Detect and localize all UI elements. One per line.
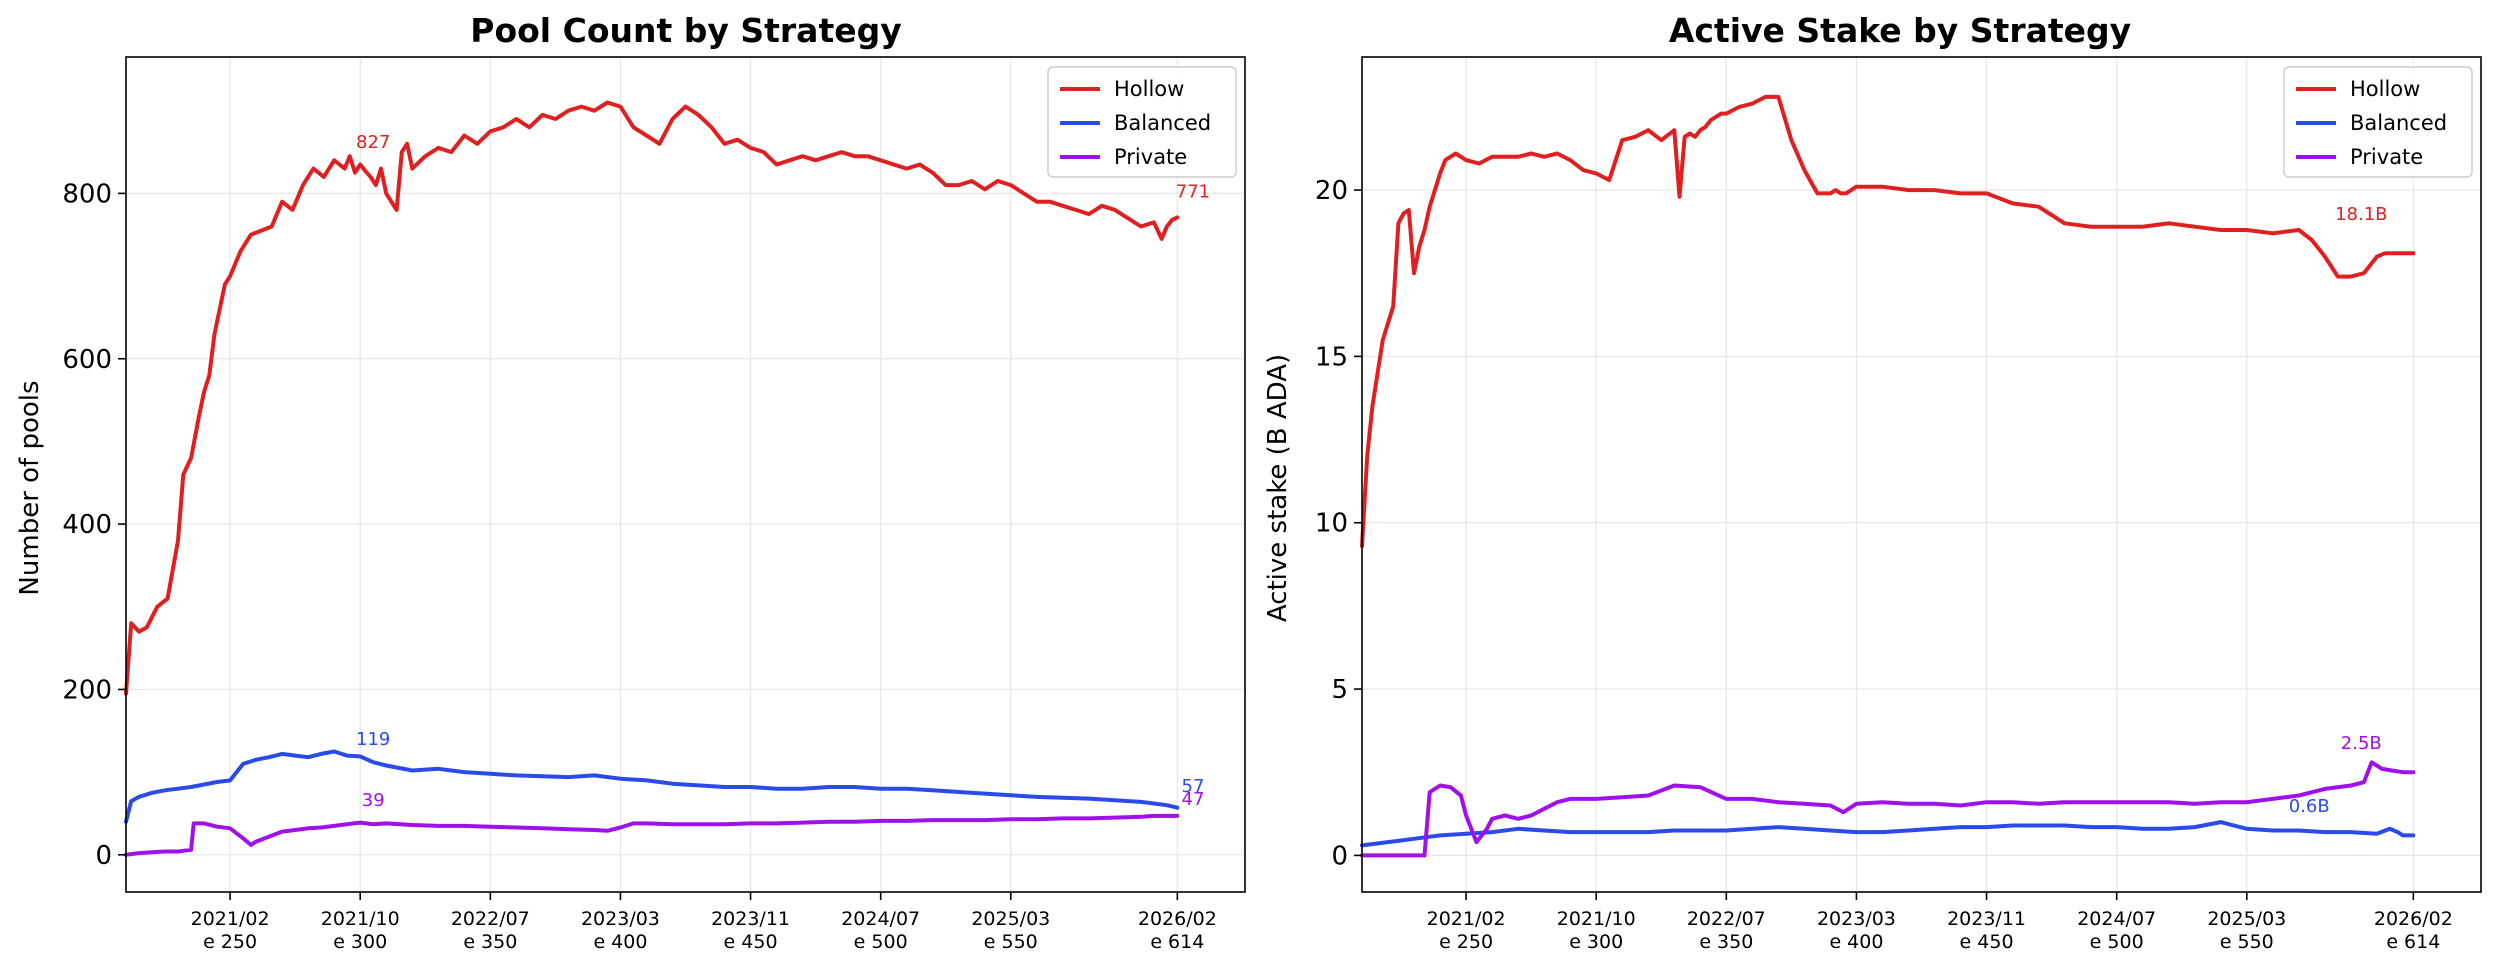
x-tick-epoch-label: e 300: [1569, 931, 1623, 953]
x-tick-epoch-label: e 550: [984, 931, 1038, 953]
data-label-balanced: 119: [356, 729, 390, 750]
legend-label-hollow: Hollow: [1114, 77, 1184, 101]
y-tick-label: 15: [1315, 342, 1348, 372]
y-tick-label: 0: [1331, 841, 1348, 871]
plot-frame: [125, 56, 1246, 893]
series-line-balanced: [1360, 820, 2416, 848]
x-tick-date-label: 2025/03: [2207, 908, 2286, 930]
x-tick-date-label: 2021/02: [1427, 908, 1506, 930]
y-axis-label: Active stake (B ADA): [1263, 354, 1293, 622]
legend: Hollow Balanced Private: [2283, 66, 2473, 178]
x-tick-date-label: 2023/03: [581, 908, 660, 930]
x-tick-date-label: 2021/02: [191, 908, 270, 930]
x-tick-epoch-label: e 450: [724, 931, 778, 953]
legend-label-private: Private: [1114, 145, 1187, 169]
annotations: 18.1B 0.6B 2.5B: [2289, 204, 2388, 817]
y-tick-label: 200: [62, 675, 112, 705]
y-tick-label: 5: [1331, 675, 1348, 705]
y-tick-label: 400: [62, 510, 112, 540]
data-label-balanced: 0.6B: [2289, 796, 2330, 817]
x-tick-epoch-label: e 400: [1829, 931, 1883, 953]
y-tick-label: 20: [1315, 176, 1348, 206]
x-tick-epoch-label: e 550: [2220, 931, 2274, 953]
x-tick-date-label: 2022/07: [1687, 908, 1766, 930]
data-label-hollow: 18.1B: [2335, 204, 2387, 225]
annotations: 827 771 119 57 39 47: [356, 132, 1210, 811]
data-label-hollow: 827: [356, 132, 390, 153]
x-tick-epoch-label: e 500: [2090, 931, 2144, 953]
plot-frame: [1361, 56, 2482, 893]
x-tick-date-label: 2021/10: [1557, 908, 1636, 930]
axis-ticks: 0 200 400 600 800 2021/02e 250 2021/10e 300 202…: [62, 179, 1216, 953]
data-label-hollow: 771: [1176, 182, 1210, 203]
x-tick-epoch-label: e 250: [203, 931, 257, 953]
legend-label-balanced: Balanced: [2350, 111, 2447, 135]
legend: Hollow Balanced Private: [1047, 66, 1237, 178]
legend-label-private: Private: [2350, 145, 2423, 169]
chart-title: Active Stake by Strategy: [1669, 11, 2131, 50]
active-stake-chart: Active Stake by Strategy Active stake (B…: [1263, 11, 2482, 953]
x-tick-epoch-label: e 450: [1960, 931, 2014, 953]
y-tick-label: 0: [95, 841, 112, 871]
x-tick-date-label: 2022/07: [451, 908, 530, 930]
chart-title: Pool Count by Strategy: [470, 11, 901, 50]
y-tick-label: 800: [62, 179, 112, 209]
x-tick-date-label: 2023/03: [1817, 908, 1896, 930]
series-lines: [1360, 94, 2416, 858]
x-tick-epoch-label: e 400: [593, 931, 647, 953]
x-tick-date-label: 2021/10: [321, 908, 400, 930]
pool-count-chart: Pool Count by Strategy Number of pools 0…: [15, 11, 1246, 953]
data-label-private: 2.5B: [2341, 733, 2382, 754]
data-label-balanced: 57: [1182, 776, 1205, 797]
series-line-private: [1360, 760, 2416, 858]
x-tick-epoch-label: e 350: [463, 931, 517, 953]
x-tick-epoch-label: e 614: [2386, 931, 2440, 953]
series-lines: [124, 100, 1180, 857]
grid: [1362, 57, 2481, 892]
data-label-private: 39: [362, 790, 385, 811]
legend-label-balanced: Balanced: [1114, 111, 1211, 135]
legend-box: [2283, 66, 2473, 178]
legend-box: [1047, 66, 1237, 178]
series-line-hollow: [124, 100, 1180, 696]
x-tick-date-label: 2025/03: [971, 908, 1050, 930]
x-tick-date-label: 2026/02: [2374, 908, 2453, 930]
x-tick-epoch-label: e 500: [854, 931, 908, 953]
x-tick-epoch-label: e 250: [1439, 931, 1493, 953]
x-tick-epoch-label: e 614: [1150, 931, 1204, 953]
x-tick-epoch-label: e 350: [1699, 931, 1753, 953]
legend-label-hollow: Hollow: [2350, 77, 2420, 101]
grid: [126, 57, 1245, 892]
data-label-private: 47: [1182, 789, 1205, 810]
x-tick-date-label: 2023/11: [711, 908, 790, 930]
series-line-balanced: [124, 749, 1180, 824]
x-tick-date-label: 2024/07: [841, 908, 920, 930]
x-tick-date-label: 2026/02: [1138, 908, 1217, 930]
x-tick-epoch-label: e 300: [333, 931, 387, 953]
series-line-hollow: [1360, 94, 2416, 548]
x-tick-date-label: 2023/11: [1947, 908, 2026, 930]
series-line-private: [124, 813, 1180, 857]
x-tick-date-label: 2024/07: [2077, 908, 2156, 930]
y-tick-label: 10: [1315, 509, 1348, 539]
y-axis-label: Number of pools: [15, 380, 45, 595]
y-tick-label: 600: [62, 345, 112, 375]
